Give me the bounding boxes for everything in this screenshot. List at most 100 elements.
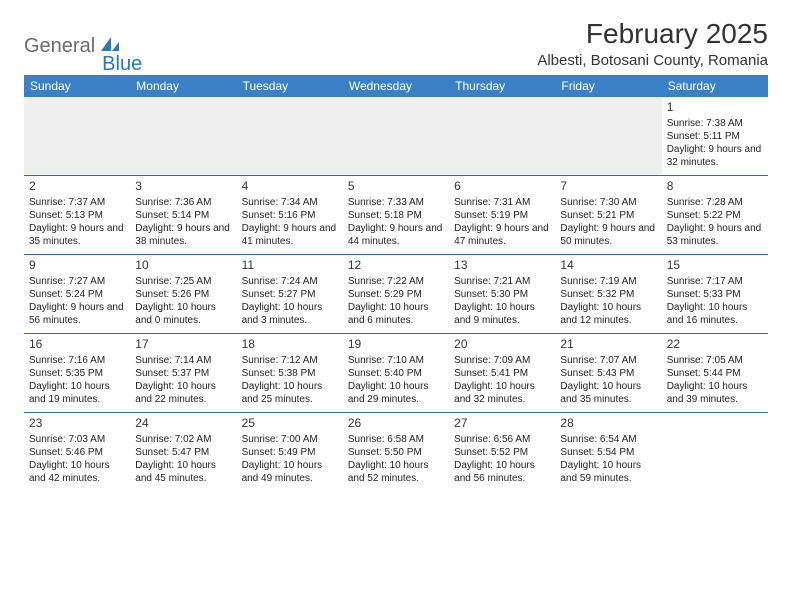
sunset-line: Sunset: 5:37 PM — [135, 367, 231, 380]
daylight-line: Daylight: 10 hours and 59 minutes. — [560, 459, 656, 485]
daylight-line: Daylight: 10 hours and 16 minutes. — [667, 301, 763, 327]
day-cell: 11Sunrise: 7:24 AMSunset: 5:27 PMDayligh… — [237, 255, 343, 333]
sunrise-line: Sunrise: 7:37 AM — [29, 196, 125, 209]
sunset-line: Sunset: 5:22 PM — [667, 209, 763, 222]
day-cell: 4Sunrise: 7:34 AMSunset: 5:16 PMDaylight… — [237, 176, 343, 254]
sunset-line: Sunset: 5:44 PM — [667, 367, 763, 380]
day-cell: 12Sunrise: 7:22 AMSunset: 5:29 PMDayligh… — [343, 255, 449, 333]
month-title: February 2025 — [537, 18, 768, 50]
sunset-line: Sunset: 5:47 PM — [135, 446, 231, 459]
day-number: 26 — [348, 416, 444, 432]
sunrise-line: Sunrise: 7:33 AM — [348, 196, 444, 209]
weekday-header: Sunday — [24, 75, 130, 97]
day-number: 1 — [667, 100, 763, 116]
sunrise-line: Sunrise: 7:28 AM — [667, 196, 763, 209]
daylight-line: Daylight: 10 hours and 25 minutes. — [242, 380, 338, 406]
day-cell: 13Sunrise: 7:21 AMSunset: 5:30 PMDayligh… — [449, 255, 555, 333]
day-number: 15 — [667, 258, 763, 274]
daylight-line: Daylight: 10 hours and 22 minutes. — [135, 380, 231, 406]
day-cell: 27Sunrise: 6:56 AMSunset: 5:52 PMDayligh… — [449, 413, 555, 491]
day-cell: 25Sunrise: 7:00 AMSunset: 5:49 PMDayligh… — [237, 413, 343, 491]
sunset-line: Sunset: 5:21 PM — [560, 209, 656, 222]
day-cell: 15Sunrise: 7:17 AMSunset: 5:33 PMDayligh… — [662, 255, 768, 333]
sunrise-line: Sunrise: 7:27 AM — [29, 275, 125, 288]
day-cell: 5Sunrise: 7:33 AMSunset: 5:18 PMDaylight… — [343, 176, 449, 254]
day-number: 3 — [135, 179, 231, 195]
week-row: 23Sunrise: 7:03 AMSunset: 5:46 PMDayligh… — [24, 412, 768, 491]
week-row: 1Sunrise: 7:38 AMSunset: 5:11 PMDaylight… — [24, 97, 768, 175]
day-cell: 14Sunrise: 7:19 AMSunset: 5:32 PMDayligh… — [555, 255, 661, 333]
sunset-line: Sunset: 5:40 PM — [348, 367, 444, 380]
sunrise-line: Sunrise: 7:21 AM — [454, 275, 550, 288]
sunset-line: Sunset: 5:13 PM — [29, 209, 125, 222]
sunrise-line: Sunrise: 7:16 AM — [29, 354, 125, 367]
logo-text-blue: Blue — [102, 53, 142, 76]
sunset-line: Sunset: 5:50 PM — [348, 446, 444, 459]
week-row: 2Sunrise: 7:37 AMSunset: 5:13 PMDaylight… — [24, 175, 768, 254]
sunset-line: Sunset: 5:24 PM — [29, 288, 125, 301]
sunrise-line: Sunrise: 7:05 AM — [667, 354, 763, 367]
day-number: 5 — [348, 179, 444, 195]
daylight-line: Daylight: 10 hours and 0 minutes. — [135, 301, 231, 327]
sunset-line: Sunset: 5:11 PM — [667, 130, 763, 143]
sunset-line: Sunset: 5:30 PM — [454, 288, 550, 301]
daylight-line: Daylight: 10 hours and 12 minutes. — [560, 301, 656, 327]
location-text: Albesti, Botosani County, Romania — [537, 52, 768, 69]
day-cell: 9Sunrise: 7:27 AMSunset: 5:24 PMDaylight… — [24, 255, 130, 333]
daylight-line: Daylight: 9 hours and 44 minutes. — [348, 222, 444, 248]
sunrise-line: Sunrise: 7:02 AM — [135, 433, 231, 446]
sunset-line: Sunset: 5:49 PM — [242, 446, 338, 459]
daylight-line: Daylight: 10 hours and 32 minutes. — [454, 380, 550, 406]
sunrise-line: Sunrise: 7:38 AM — [667, 117, 763, 130]
day-cell — [130, 97, 236, 175]
day-cell: 18Sunrise: 7:12 AMSunset: 5:38 PMDayligh… — [237, 334, 343, 412]
sunrise-line: Sunrise: 7:30 AM — [560, 196, 656, 209]
day-number: 2 — [29, 179, 125, 195]
sunrise-line: Sunrise: 7:19 AM — [560, 275, 656, 288]
day-cell — [662, 413, 768, 491]
daylight-line: Daylight: 10 hours and 49 minutes. — [242, 459, 338, 485]
sunset-line: Sunset: 5:41 PM — [454, 367, 550, 380]
day-cell: 28Sunrise: 6:54 AMSunset: 5:54 PMDayligh… — [555, 413, 661, 491]
day-cell: 19Sunrise: 7:10 AMSunset: 5:40 PMDayligh… — [343, 334, 449, 412]
day-number: 20 — [454, 337, 550, 353]
sunset-line: Sunset: 5:52 PM — [454, 446, 550, 459]
day-cell: 10Sunrise: 7:25 AMSunset: 5:26 PMDayligh… — [130, 255, 236, 333]
title-block: February 2025 Albesti, Botosani County, … — [537, 18, 768, 69]
day-number: 21 — [560, 337, 656, 353]
day-number: 27 — [454, 416, 550, 432]
day-number: 17 — [135, 337, 231, 353]
daylight-line: Daylight: 10 hours and 6 minutes. — [348, 301, 444, 327]
logo-text-general: General — [24, 35, 95, 58]
sunset-line: Sunset: 5:19 PM — [454, 209, 550, 222]
daylight-line: Daylight: 10 hours and 39 minutes. — [667, 380, 763, 406]
daylight-line: Daylight: 10 hours and 3 minutes. — [242, 301, 338, 327]
daylight-line: Daylight: 9 hours and 38 minutes. — [135, 222, 231, 248]
day-cell: 24Sunrise: 7:02 AMSunset: 5:47 PMDayligh… — [130, 413, 236, 491]
day-cell: 22Sunrise: 7:05 AMSunset: 5:44 PMDayligh… — [662, 334, 768, 412]
calendar: SundayMondayTuesdayWednesdayThursdayFrid… — [24, 75, 768, 491]
sunset-line: Sunset: 5:29 PM — [348, 288, 444, 301]
sunrise-line: Sunrise: 6:54 AM — [560, 433, 656, 446]
header: General Blue February 2025 Albesti, Boto… — [24, 18, 768, 69]
daylight-line: Daylight: 10 hours and 9 minutes. — [454, 301, 550, 327]
sunrise-line: Sunrise: 7:31 AM — [454, 196, 550, 209]
day-cell: 8Sunrise: 7:28 AMSunset: 5:22 PMDaylight… — [662, 176, 768, 254]
sunrise-line: Sunrise: 7:09 AM — [454, 354, 550, 367]
weekday-header: Thursday — [449, 75, 555, 97]
day-number: 25 — [242, 416, 338, 432]
weekday-header-row: SundayMondayTuesdayWednesdayThursdayFrid… — [24, 75, 768, 97]
day-cell — [237, 97, 343, 175]
sunrise-line: Sunrise: 7:07 AM — [560, 354, 656, 367]
sunset-line: Sunset: 5:16 PM — [242, 209, 338, 222]
weekday-header: Tuesday — [237, 75, 343, 97]
day-cell: 3Sunrise: 7:36 AMSunset: 5:14 PMDaylight… — [130, 176, 236, 254]
sunset-line: Sunset: 5:43 PM — [560, 367, 656, 380]
sunrise-line: Sunrise: 7:10 AM — [348, 354, 444, 367]
day-cell: 1Sunrise: 7:38 AMSunset: 5:11 PMDaylight… — [662, 97, 768, 175]
week-row: 9Sunrise: 7:27 AMSunset: 5:24 PMDaylight… — [24, 254, 768, 333]
sunset-line: Sunset: 5:38 PM — [242, 367, 338, 380]
daylight-line: Daylight: 9 hours and 35 minutes. — [29, 222, 125, 248]
day-number: 12 — [348, 258, 444, 274]
day-number: 24 — [135, 416, 231, 432]
